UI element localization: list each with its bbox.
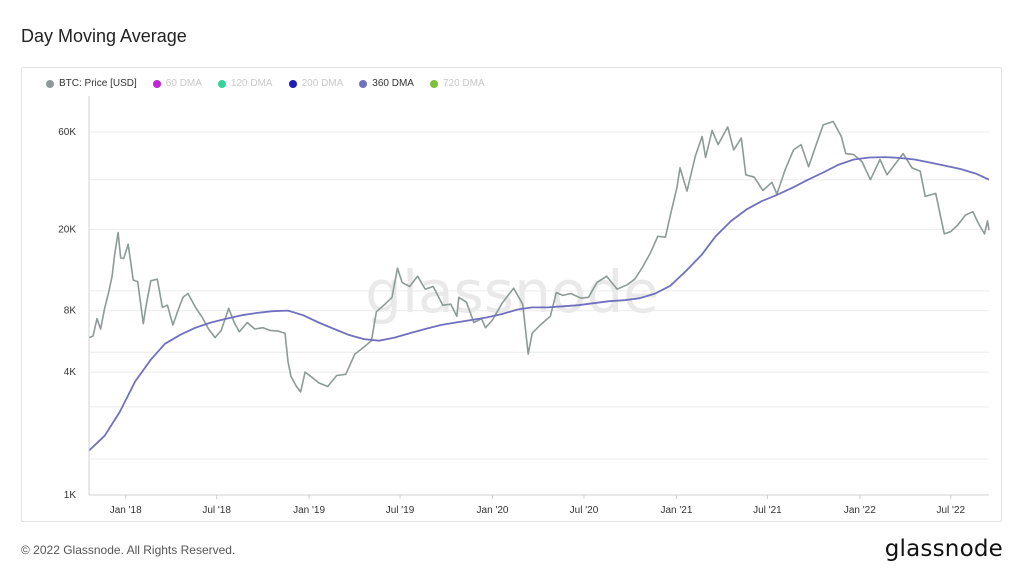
x-tick-label: Jul '21 [753, 505, 782, 516]
legend-dot-icon [288, 79, 297, 88]
legend-item[interactable]: 200 DMA [288, 78, 344, 89]
legend-dot-icon [359, 79, 368, 88]
legend-label: BTC: Price [USD] [59, 78, 137, 89]
legend-dot-icon [429, 79, 438, 88]
x-tick-label: Jul '22 [937, 505, 966, 516]
legend-item[interactable]: 360 DMA [359, 78, 414, 89]
x-tick-label: Jan '22 [844, 505, 876, 516]
series-line-btc-price [88, 120, 990, 393]
legend-item[interactable]: 60 DMA [152, 78, 202, 89]
legend-label: 720 DMA [442, 78, 485, 89]
legend-dot-icon [217, 79, 226, 88]
x-tick-label: Jan '21 [660, 505, 692, 516]
legend-label: 60 DMA [165, 78, 202, 89]
chart-card [21, 67, 1002, 522]
legend-item[interactable]: 120 DMA [217, 78, 273, 89]
legend-dot-icon [46, 79, 54, 88]
series-line-360-dma [88, 156, 990, 452]
y-tick-label: 60K [58, 127, 76, 138]
x-tick-label: Jan '19 [293, 505, 325, 516]
page-title: Day Moving Average [21, 26, 187, 46]
y-tick-label: 1K [64, 490, 77, 501]
x-tick-label: Jul '20 [570, 505, 599, 516]
x-tick-label: Jan '20 [477, 505, 509, 516]
y-tick-label: 8K [64, 306, 77, 317]
x-tick-label: Jan '18 [110, 505, 142, 516]
legend-dot-icon [152, 79, 161, 88]
y-tick-label: 4K [64, 367, 77, 378]
glassnode-logo[interactable]: glassnode [884, 536, 1003, 562]
x-tick-label: Jul '19 [386, 505, 415, 516]
legend-label: 120 DMA [230, 78, 273, 89]
chart-series [88, 120, 990, 452]
y-tick-label: 20K [58, 224, 76, 235]
legend-label: 200 DMA [301, 78, 344, 89]
x-tick-label: Jul '18 [202, 505, 231, 516]
chart-axes: 1K 4K 8K 20K 60K Jan '18 Jul '18 Jan '19 Jul '19… [58, 96, 989, 516]
legend-label: 360 DMA [372, 78, 414, 89]
legend-item[interactable]: BTC: Price [USD] [46, 78, 137, 89]
copyright-text: © 2022 Glassnode. All Rights Reserved. [21, 543, 236, 557]
chart-legend: BTC: Price [USD] 60 DMA 120 DMA 200 DMA 360 … [46, 78, 485, 89]
chart-watermark: glassnode [365, 258, 659, 326]
legend-item[interactable]: 720 DMA [429, 78, 485, 89]
